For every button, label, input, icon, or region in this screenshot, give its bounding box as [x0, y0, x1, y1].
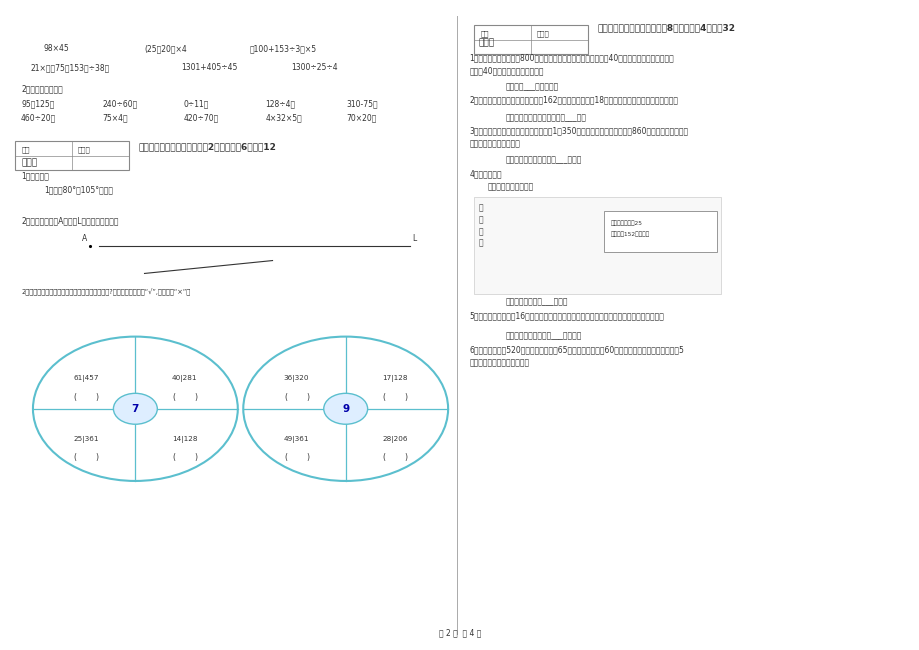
Text: 9: 9	[342, 404, 349, 414]
FancyBboxPatch shape	[603, 211, 716, 252]
Text: 1、画出80°、105°的角。: 1、画出80°、105°的角。	[44, 185, 113, 194]
Text: 第 2 页  共 4 页: 第 2 页 共 4 页	[438, 629, 481, 638]
Text: 分）。: 分）。	[21, 158, 37, 167]
Text: ): )	[194, 454, 197, 462]
Text: 17|128: 17|128	[381, 375, 407, 382]
Text: ): )	[194, 393, 197, 402]
Text: 4、看图解题。: 4、看图解题。	[469, 170, 501, 179]
Text: 答：两车___小时相遇。: 答：两车___小时相遇。	[505, 82, 559, 91]
Text: 普: 普	[478, 204, 482, 213]
Text: 95＋125＝: 95＋125＝	[21, 99, 54, 108]
Text: 420÷70＝: 420÷70＝	[184, 114, 219, 123]
Text: ): )	[96, 454, 98, 462]
Text: ): )	[306, 454, 309, 462]
Circle shape	[113, 393, 157, 424]
Text: (: (	[382, 454, 385, 462]
Text: 每小时40千米，两车几小时相遇？: 每小时40千米，两车几小时相遇？	[469, 67, 543, 75]
Text: (: (	[172, 454, 175, 462]
Text: 1300÷25÷4: 1300÷25÷4	[290, 64, 337, 72]
Text: 分）。: 分）。	[478, 38, 494, 47]
Text: (: (	[284, 454, 287, 462]
Text: 0÷11＝: 0÷11＝	[184, 99, 209, 108]
Text: A: A	[82, 234, 87, 243]
Text: 店: 店	[478, 239, 482, 248]
Text: 98×45: 98×45	[44, 44, 70, 53]
Text: (: (	[382, 393, 385, 402]
Text: 四年级夏令营有25: 四年级夏令营有25	[610, 220, 642, 226]
Text: 1301+405÷45: 1301+405÷45	[181, 64, 237, 72]
Text: 240÷60＝: 240÷60＝	[102, 99, 138, 108]
Text: (: (	[284, 393, 287, 402]
Text: 6、小乐家到学校520米，小乐每分钟走65米。小红每分钟走60米。从家到学校小红比小乐多走5: 6、小乐家到学校520米，小乐每分钟走65米。小红每分钟走60米。从家到学校小红…	[469, 346, 683, 355]
Text: ): )	[403, 454, 407, 462]
Text: (: (	[74, 454, 76, 462]
Text: 7: 7	[131, 404, 139, 414]
Text: 得分: 得分	[22, 146, 30, 153]
Text: ): )	[403, 393, 407, 402]
Text: 75×4＝: 75×4＝	[102, 114, 128, 123]
Text: L: L	[412, 234, 416, 243]
Text: 答：这个长方形面积是___平方米。: 答：这个长方形面积是___平方米。	[505, 331, 582, 340]
Text: 评卷人: 评卷人	[536, 31, 549, 37]
Text: 书: 书	[478, 227, 482, 236]
Text: 21×（（75＋153）÷38）: 21×（（75＋153）÷38）	[30, 64, 109, 72]
Text: 五、认真思考，综合能力（共2小题，每题6分，內12: 五、认真思考，综合能力（共2小题，每题6分，內12	[138, 142, 276, 151]
Text: 460÷20＝: 460÷20＝	[21, 114, 56, 123]
Text: 的饮料一共是多少毫升？: 的饮料一共是多少毫升？	[469, 140, 519, 148]
Text: ): )	[306, 393, 309, 402]
Text: 61|457: 61|457	[74, 375, 99, 382]
Text: 25|361: 25|361	[74, 436, 99, 443]
FancyBboxPatch shape	[473, 198, 720, 294]
Text: 2、下面大圆里每个算式的商是否与小圆里的相同?相同的在括号内画“√”,不同的画“×”。: 2、下面大圆里每个算式的商是否与小圆里的相同?相同的在括号内画“√”,不同的画“…	[21, 288, 190, 296]
Text: 49|361: 49|361	[283, 436, 309, 443]
Circle shape	[323, 393, 368, 424]
Text: 2、学校举行运动会，参加跑步的有162人，参加跳绳的有18人。参加跑步的人数是跳绳的几倍？: 2、学校举行运动会，参加跑步的有162人，参加跳绳的有18人。参加跑步的人数是跳…	[469, 96, 677, 105]
Text: 六、应用知识，解决问题（共8小题，每题4分，內32: 六、应用知识，解决问题（共8小题，每题4分，內32	[596, 23, 734, 32]
Text: 答：参加跑步的人数是跳绳的___倍。: 答：参加跑步的人数是跳绳的___倍。	[505, 113, 586, 122]
Text: （100+153÷3）×5: （100+153÷3）×5	[249, 44, 316, 53]
Text: 28|206: 28|206	[381, 436, 407, 443]
Text: 3、亮亮和妈妈到超市买东西，亮亮买了1瓶350毫升的饮料，妈妈买了一瓶860毫升的饮料，他们俩: 3、亮亮和妈妈到超市买东西，亮亮买了1瓶350毫升的饮料，妈妈买了一瓶860毫升…	[469, 127, 687, 136]
Text: 310-75＝: 310-75＝	[346, 99, 378, 108]
Text: 答：他们俩的饮料一共是___毫升。: 答：他们俩的饮料一共是___毫升。	[505, 155, 582, 164]
Text: 1、小汽车和卡车从相距800千米的两地同时相向而行，在离中点40千米的地方相遇。已知卡车: 1、小汽车和卡车从相距800千米的两地同时相向而行，在离中点40千米的地方相遇。…	[469, 54, 673, 63]
Text: (25＋20）×4: (25＋20）×4	[144, 44, 187, 53]
Text: 2、直接写出得数。: 2、直接写出得数。	[21, 84, 62, 93]
Text: 36|320: 36|320	[283, 375, 309, 382]
Text: 他们一共要付多少錢？: 他们一共要付多少錢？	[487, 183, 533, 192]
Text: 得分: 得分	[481, 31, 489, 37]
Text: 128÷4＝: 128÷4＝	[265, 99, 295, 108]
Text: 40|281: 40|281	[172, 375, 197, 382]
Text: (: (	[172, 393, 175, 402]
Text: 5、一个长方形周长是16米，它的长、宽的米数是两个质数，这个长方形面积是多少平方米？: 5、一个长方形周长是16米，它的长、宽的米数是两个质数，这个长方形面积是多少平方…	[469, 311, 664, 320]
Text: 2、过直线外一点A画直线L的平行线和重线。: 2、过直线外一点A画直线L的平行线和重线。	[21, 216, 119, 225]
Text: 答：他们一共要付___元錢。: 答：他们一共要付___元錢。	[505, 298, 568, 306]
Text: 1、操作题：: 1、操作题：	[21, 172, 49, 181]
Text: 4×32×5＝: 4×32×5＝	[265, 114, 301, 123]
Text: 评卷人: 评卷人	[77, 146, 90, 153]
Text: (: (	[74, 393, 76, 402]
Text: 14|128: 14|128	[172, 436, 197, 443]
Text: 70×20＝: 70×20＝	[346, 114, 377, 123]
Text: 康: 康	[478, 215, 482, 224]
Text: ): )	[96, 393, 98, 402]
Text: 分钟，小红家离学校多少米？: 分钟，小红家离学校多少米？	[469, 359, 528, 368]
Text: 名老师和152名学生。: 名老师和152名学生。	[610, 231, 650, 237]
